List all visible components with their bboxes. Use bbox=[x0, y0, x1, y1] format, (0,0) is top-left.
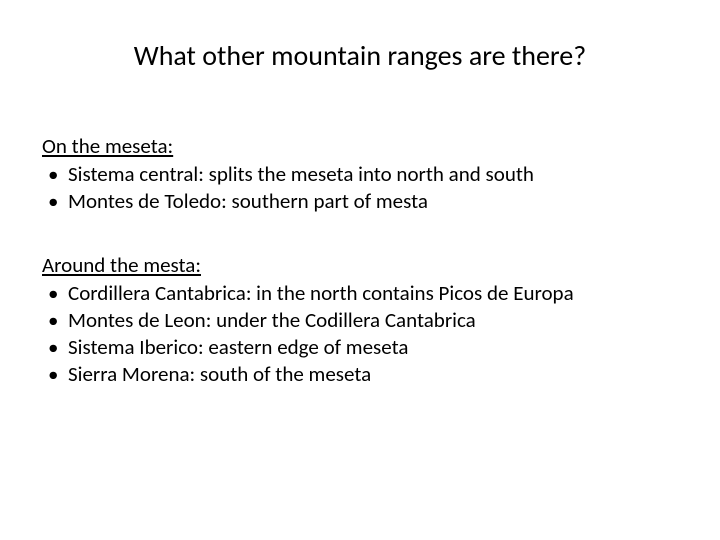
bullet-list: Cordillera Cantabrica: in the north cont… bbox=[42, 280, 678, 389]
list-item: Cordillera Cantabrica: in the north cont… bbox=[42, 280, 678, 307]
section-heading: Around the mesta: bbox=[42, 252, 678, 278]
section-heading: On the meseta: bbox=[42, 133, 678, 159]
list-item: Sierra Morena: south of the meseta bbox=[42, 361, 678, 388]
list-item: Montes de Toledo: southern part of mesta bbox=[42, 188, 678, 215]
list-item: Sistema central: splits the meseta into … bbox=[42, 161, 678, 188]
section-around-mesta: Around the mesta: Cordillera Cantabrica:… bbox=[42, 252, 678, 389]
list-item: Montes de Leon: under the Codillera Cant… bbox=[42, 307, 678, 334]
slide: What other mountain ranges are there? On… bbox=[0, 0, 720, 540]
section-on-meseta: On the meseta: Sistema central: splits t… bbox=[42, 133, 678, 216]
bullet-list: Sistema central: splits the meseta into … bbox=[42, 161, 678, 216]
list-item: Sistema Iberico: eastern edge of meseta bbox=[42, 334, 678, 361]
slide-title: What other mountain ranges are there? bbox=[42, 38, 678, 73]
